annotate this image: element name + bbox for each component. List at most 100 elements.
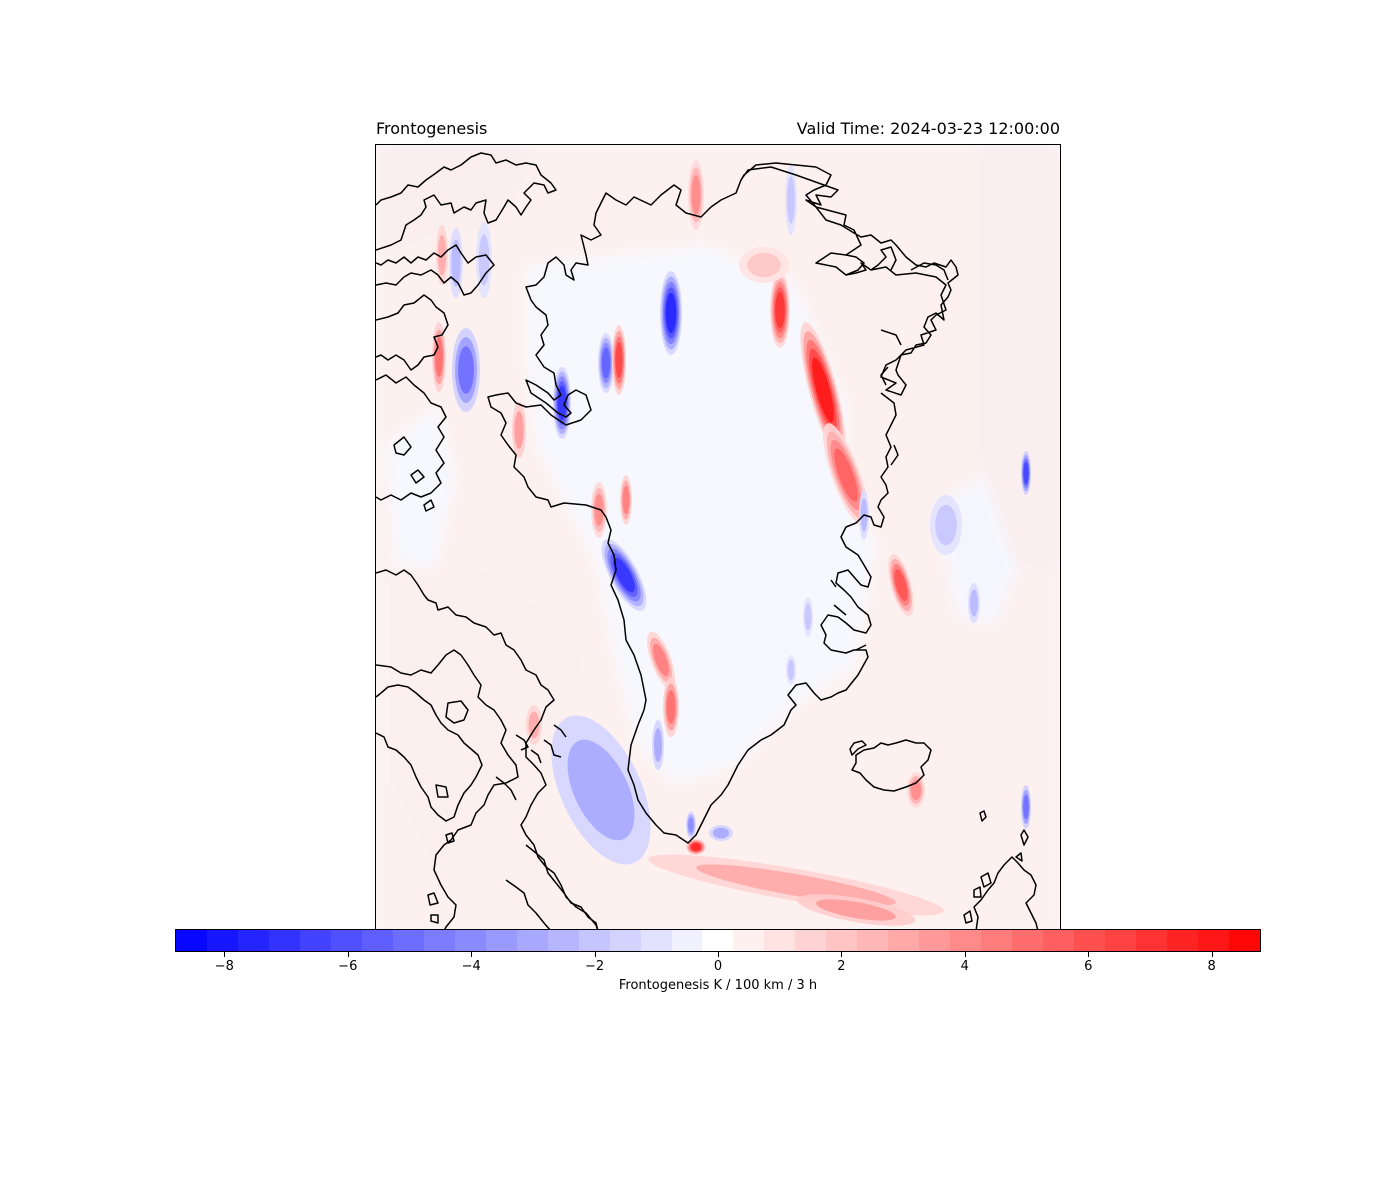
frontolysis-contour — [786, 176, 796, 224]
frontolysis-contour — [451, 239, 461, 287]
colorbar-cell — [609, 930, 641, 951]
faroe-islands — [979, 810, 987, 822]
frontolysis-contour — [653, 728, 663, 762]
colorbar-tick-label: −2 — [584, 959, 605, 974]
frontolysis-contour — [787, 659, 795, 681]
colorbar-tick — [1211, 952, 1213, 957]
colorbar-cell — [919, 930, 951, 951]
frontogenesis-contour — [910, 779, 922, 801]
frontolysis-contour — [969, 589, 979, 617]
baffin-island-small — [427, 784, 455, 924]
frontolysis-contour — [665, 292, 677, 334]
colorbar-cell — [640, 930, 672, 951]
frontogenesis-contour — [691, 843, 701, 851]
ellesmere-coastline-2 — [376, 244, 495, 296]
colorbar-tick-label: −8 — [214, 959, 234, 974]
colorbar-cell — [1012, 930, 1044, 951]
colorbar-cell — [361, 930, 393, 951]
frontogenesis-contour — [816, 899, 896, 921]
colorbar-cell — [516, 930, 548, 951]
iceland-coastline — [851, 739, 932, 792]
colorbar-tick — [347, 952, 349, 957]
frontogenesis-contour — [653, 643, 669, 677]
colorbar — [175, 929, 1261, 952]
colorbar-cell — [1074, 930, 1106, 951]
frontogenesis-contour — [666, 690, 676, 724]
baffin-east-islands — [495, 724, 567, 801]
colorbar-cell — [578, 930, 610, 951]
colorbar-cell — [1105, 930, 1137, 951]
colorbar-tick-label: 6 — [1084, 959, 1093, 974]
colorbar-cell — [330, 930, 362, 951]
frontogenesis-contour — [812, 357, 834, 423]
colorbar-cell — [671, 930, 703, 951]
map-panel — [375, 144, 1061, 930]
frontolysis-contour — [1023, 794, 1029, 820]
baffin-coast-small — [393, 436, 435, 512]
colorbar-cell — [1228, 930, 1260, 951]
colorbar-cell — [1043, 930, 1075, 951]
greenland-northeast-coast — [845, 246, 949, 281]
frontogenesis-contour — [514, 411, 524, 449]
colorbar-cell — [392, 930, 424, 951]
colorbar-cell — [950, 930, 982, 951]
colorbar-cell — [547, 930, 579, 951]
baffin-island-coastline — [376, 569, 599, 929]
colorbar-tick — [964, 952, 966, 957]
frontolysis-contour — [712, 827, 730, 839]
frontolysis-contour — [567, 739, 635, 841]
frontolysis-contour — [804, 603, 812, 631]
colorbar-tick — [1088, 952, 1090, 957]
frontogenesis-contour — [615, 342, 623, 378]
baffin-south — [376, 684, 483, 822]
baffin-inner-coast — [376, 649, 519, 929]
frontolysis-contour — [458, 346, 474, 394]
frontogenesis-contour — [834, 448, 858, 502]
colorbar-tick — [471, 952, 473, 957]
frontolysis-contour — [935, 504, 957, 546]
frontolysis-contour — [1023, 461, 1029, 485]
frontogenesis-contour — [528, 711, 540, 739]
frontolysis-contour — [478, 234, 490, 286]
colorbar-cell — [795, 930, 827, 951]
colorbar-tick-label: −4 — [461, 959, 481, 974]
valid-time-label: Valid Time: 2024-03-23 12:00:00 — [796, 119, 1060, 138]
scotland-coastline — [973, 856, 1039, 929]
colorbar-cell — [237, 930, 269, 951]
ellesmere-coastline — [376, 152, 557, 251]
greenland-west-coast — [487, 179, 897, 844]
colorbar-cell — [485, 930, 517, 951]
colorbar-label: Frontogenesis K / 100 km / 3 h — [618, 978, 818, 993]
frontogenesis-field — [376, 145, 1060, 929]
colorbar-cell — [176, 930, 207, 951]
colorbar-tick-label: 4 — [960, 959, 969, 974]
frontolysis-contour — [688, 817, 694, 833]
colorbar-cell — [423, 930, 455, 951]
colorbar-cell — [857, 930, 889, 951]
colorbar-cell — [764, 930, 796, 951]
labrador-coast — [505, 844, 599, 929]
frontolysis-contour — [601, 347, 611, 379]
frontogenesis-contour — [696, 864, 896, 906]
map-title: Frontogenesis — [376, 119, 488, 138]
colorbar-cell — [206, 930, 238, 951]
colorbar-tick — [841, 952, 843, 957]
baffin-lake — [445, 700, 469, 724]
colorbar-tick-label: 2 — [837, 959, 846, 974]
greenland-east-detail — [830, 329, 902, 651]
colorbar-tick — [594, 952, 596, 957]
colorbar-cell — [826, 930, 858, 951]
frontolysis-contour — [613, 557, 635, 593]
frontogenesis-contour — [747, 252, 781, 278]
frontogenesis-contour — [894, 569, 908, 601]
shetland — [1015, 829, 1029, 862]
colorbar-cell — [1197, 930, 1229, 951]
colorbar-cell — [299, 930, 331, 951]
colorbar-tick-label: 0 — [713, 959, 723, 974]
colorbar-tick-label: −6 — [338, 959, 358, 974]
colorbar-cell — [1136, 930, 1167, 951]
colorbar-axis: −8 −6 −4 −2 0 2 4 6 8 — [175, 952, 1261, 992]
colorbar-cell — [268, 930, 300, 951]
colorbar-tick — [224, 952, 226, 957]
baffin-north-coast — [376, 374, 447, 501]
